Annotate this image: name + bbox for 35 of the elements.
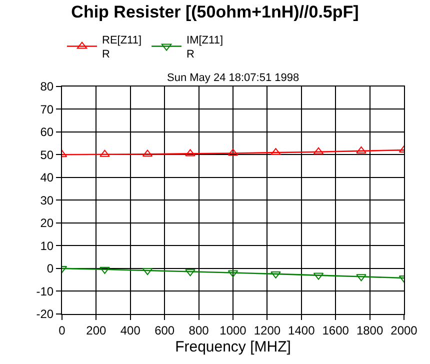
y-tick-label: 60 <box>40 125 54 140</box>
point <box>356 274 366 282</box>
legend-label: IM[Z11] R <box>186 34 224 61</box>
x-tick-label: 1600 <box>322 323 350 338</box>
point <box>185 269 196 276</box>
chart-subtitle: Sun May 24 18:07:51 1998 <box>167 72 300 84</box>
point <box>100 266 110 274</box>
x-tick-label: 0 <box>58 323 66 338</box>
x-tick-label: 1200 <box>254 323 281 338</box>
x-tick-label: 1000 <box>220 323 247 338</box>
y-tick-label: 70 <box>40 102 54 116</box>
point <box>356 146 366 154</box>
y-tick-label: -10 <box>36 284 54 298</box>
x-axis-title: Frequency [MHZ] <box>175 338 291 356</box>
point <box>185 149 196 156</box>
x-tick-label: 200 <box>86 323 107 338</box>
x-tick-label: 600 <box>154 323 175 338</box>
x-tick-label: 400 <box>120 323 141 338</box>
y-tick-label: 0 <box>46 262 54 276</box>
y-tick-label: 50 <box>40 148 54 162</box>
y-tick-label: 30 <box>40 193 54 208</box>
legend-label: RE[Z11] R <box>102 34 142 61</box>
y-tick-label: 80 <box>40 79 54 94</box>
point <box>270 148 281 156</box>
point <box>100 150 110 157</box>
point <box>270 271 281 278</box>
x-tick-label: 1800 <box>356 323 384 338</box>
y-tick-label: 10 <box>40 238 54 253</box>
x-tick-label: 800 <box>188 323 210 338</box>
chart-title: Chip Resister [(50ohm+1nH)//0.5pF] <box>71 2 359 22</box>
y-tick-label: 20 <box>40 216 54 230</box>
y-tick-label: 40 <box>40 170 54 185</box>
y-tick-label: -20 <box>36 307 54 322</box>
x-tick-label: 1400 <box>288 323 316 338</box>
x-tick-label: 2000 <box>390 323 418 338</box>
